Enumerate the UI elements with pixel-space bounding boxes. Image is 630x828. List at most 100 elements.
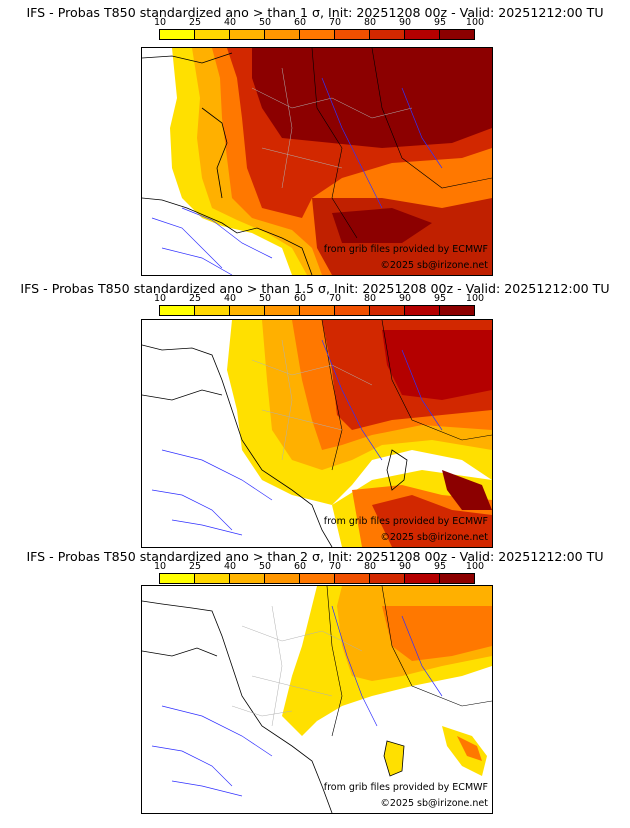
scale-swatch bbox=[440, 306, 474, 315]
scale-tick-label: 50 bbox=[258, 17, 272, 28]
scale-swatch bbox=[405, 30, 440, 39]
scale-tick-label: 100 bbox=[465, 561, 485, 572]
scale-tick-label: 60 bbox=[293, 561, 307, 572]
scale-swatch bbox=[265, 306, 300, 315]
scale-tick-label: 95 bbox=[433, 293, 447, 304]
coastline bbox=[142, 647, 218, 657]
scale-tick-label: 90 bbox=[398, 293, 412, 304]
scale-tick-label: 95 bbox=[433, 561, 447, 572]
data-source-credit: from grib files provided by ECMWF bbox=[323, 244, 488, 255]
scale-tick-label: 95 bbox=[433, 17, 447, 28]
color-scale-labels: 10 25 40 50 60 70 80 90 95 100 bbox=[154, 17, 484, 29]
scale-tick-label: 40 bbox=[223, 17, 237, 28]
scale-tick-label: 50 bbox=[258, 293, 272, 304]
prob-area-darkred-south bbox=[442, 470, 492, 510]
scale-tick-label: 80 bbox=[363, 17, 377, 28]
color-scale-bar bbox=[159, 573, 475, 584]
scale-tick-label: 90 bbox=[398, 561, 412, 572]
scale-swatch bbox=[230, 30, 265, 39]
map-canvas bbox=[142, 320, 492, 547]
map-panel-1: IFS - Probas T850 standardized ano > tha… bbox=[0, 0, 630, 276]
scale-swatch bbox=[335, 574, 370, 583]
scale-swatch bbox=[160, 574, 195, 583]
scale-swatch bbox=[370, 574, 405, 583]
color-scale-bar bbox=[159, 29, 475, 40]
scale-swatch bbox=[335, 30, 370, 39]
scale-tick-label: 40 bbox=[223, 561, 237, 572]
country-border bbox=[326, 586, 492, 737]
map-panel-2: IFS - Probas T850 standardized ano > tha… bbox=[0, 272, 630, 548]
river bbox=[151, 449, 273, 536]
coastline bbox=[142, 197, 313, 275]
river bbox=[321, 339, 443, 461]
scale-swatch bbox=[370, 30, 405, 39]
data-source-credit: from grib files provided by ECMWF bbox=[323, 516, 488, 527]
scale-swatch bbox=[160, 306, 195, 315]
scale-tick-label: 60 bbox=[293, 293, 307, 304]
prob-area-yellow-west bbox=[282, 676, 317, 736]
scale-tick-label: 100 bbox=[465, 17, 485, 28]
prob-area-yellow-corsica bbox=[384, 741, 404, 776]
region-border bbox=[251, 339, 373, 461]
scale-tick-label: 10 bbox=[153, 17, 167, 28]
scale-tick-label: 10 bbox=[153, 293, 167, 304]
scale-tick-label: 25 bbox=[188, 293, 202, 304]
country-border bbox=[311, 48, 358, 239]
probability-map: from grib files provided by ECMWF ©2025 … bbox=[141, 319, 493, 548]
scale-tick-label: 60 bbox=[293, 17, 307, 28]
coastline bbox=[142, 600, 333, 813]
prob-area-orange bbox=[382, 606, 492, 661]
scale-tick-label: 25 bbox=[188, 17, 202, 28]
prob-area-orange-south bbox=[457, 736, 482, 761]
scale-swatch bbox=[300, 306, 335, 315]
coastline bbox=[142, 389, 223, 401]
scale-swatch bbox=[230, 574, 265, 583]
coastline bbox=[201, 107, 228, 199]
probability-map: from grib files provided by ECMWF ©2025 … bbox=[141, 47, 493, 276]
scale-swatch bbox=[300, 30, 335, 39]
scale-swatch bbox=[195, 306, 230, 315]
prob-area-red-south bbox=[372, 495, 492, 547]
copyright-credit: ©2025 sb@irizone.net bbox=[380, 532, 488, 543]
panel-title: IFS - Probas T850 standardized ano > tha… bbox=[26, 549, 604, 564]
river bbox=[321, 77, 443, 209]
scale-swatch bbox=[265, 574, 300, 583]
coastline bbox=[386, 449, 408, 491]
panel-title: IFS - Probas T850 standardized ano > tha… bbox=[20, 281, 610, 296]
scale-swatch bbox=[300, 574, 335, 583]
scale-swatch bbox=[230, 306, 265, 315]
scale-swatch bbox=[265, 30, 300, 39]
data-source-credit: from grib files provided by ECMWF bbox=[323, 782, 488, 793]
map-canvas bbox=[142, 48, 492, 275]
map-canvas bbox=[142, 586, 492, 813]
region-border bbox=[231, 605, 363, 727]
country-border bbox=[371, 48, 492, 189]
scale-swatch bbox=[335, 306, 370, 315]
region-border bbox=[251, 67, 413, 189]
prob-area-darkred-south bbox=[332, 208, 432, 243]
coastline bbox=[142, 52, 233, 64]
color-scale-labels: 10 25 40 50 60 70 80 90 95 100 bbox=[154, 293, 484, 305]
river bbox=[151, 705, 273, 797]
scale-tick-label: 40 bbox=[223, 293, 237, 304]
color-scale-labels: 10 25 40 50 60 70 80 90 95 100 bbox=[154, 561, 484, 573]
probability-map: from grib files provided by ECMWF ©2025 … bbox=[141, 585, 493, 814]
river bbox=[331, 605, 443, 727]
scale-tick-label: 80 bbox=[363, 293, 377, 304]
copyright-credit: ©2025 sb@irizone.net bbox=[380, 260, 488, 271]
coastline bbox=[383, 740, 405, 777]
scale-swatch bbox=[440, 574, 474, 583]
scale-tick-label: 80 bbox=[363, 561, 377, 572]
prob-area-darkred bbox=[382, 330, 492, 400]
scale-tick-label: 90 bbox=[398, 17, 412, 28]
scale-tick-label: 70 bbox=[328, 561, 342, 572]
panel-title: IFS - Probas T850 standardized ano > tha… bbox=[26, 5, 604, 20]
coastline bbox=[142, 344, 333, 547]
scale-swatch bbox=[160, 30, 195, 39]
prob-area-darkred bbox=[252, 48, 492, 148]
scale-swatch bbox=[440, 30, 474, 39]
scale-tick-label: 70 bbox=[328, 17, 342, 28]
scale-swatch bbox=[195, 30, 230, 39]
country-border bbox=[321, 320, 492, 471]
scale-swatch bbox=[405, 574, 440, 583]
